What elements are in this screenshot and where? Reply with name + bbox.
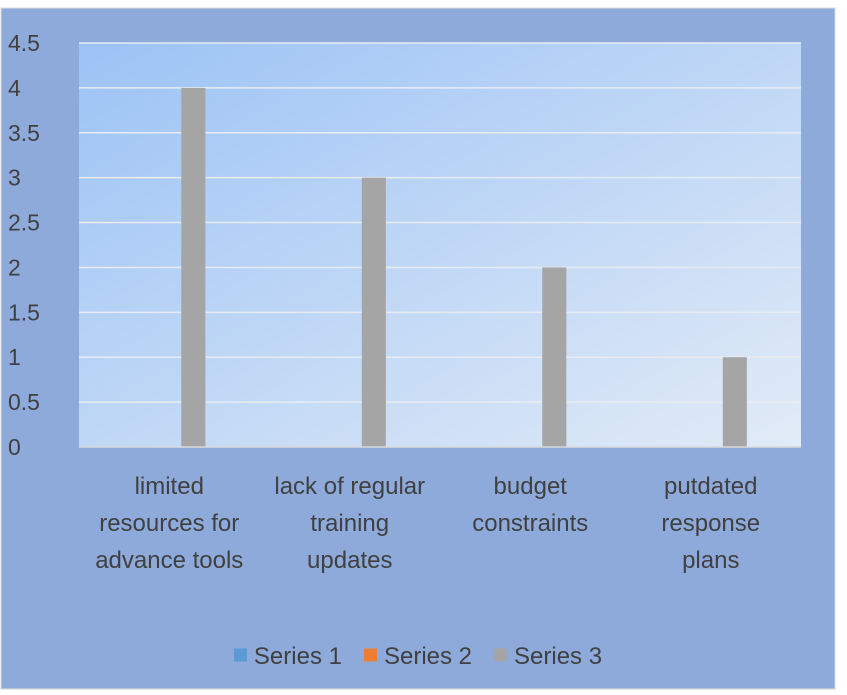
y-tick-label: 3.5 [8,120,40,146]
x-category-label-line: resources for [99,510,239,537]
x-category-label-line: advance tools [95,547,243,574]
x-category-label: lack of regular training updates [274,473,425,574]
y-tick-label: 0.5 [8,389,40,415]
x-category-label-line: training [310,510,389,537]
y-tick-label: 1.5 [8,299,40,325]
y-tick-label: 2 [8,254,21,280]
y-tick-label: 4.5 [8,30,40,56]
legend-item-series-3: Series 3 [494,643,602,670]
legend-label: Series 2 [384,643,472,670]
x-category-label: limited resources for advance tools [95,473,243,574]
legend-swatch [233,648,247,662]
x-category-label: putdated response plans [661,473,760,574]
bar-series3-cat1 [181,87,206,447]
x-category-label-line: putdated [664,473,757,500]
y-tick-label: 4 [8,75,21,101]
bars [181,87,747,447]
x-category-label-line: budget [494,473,568,500]
x-category-label-line: updates [307,547,392,574]
y-tick-label: 2.5 [8,210,40,236]
y-tick-label: 1 [8,344,21,370]
legend-label: Series 1 [254,643,342,670]
legend: Series 1 Series 2 Series 3 [233,643,602,670]
legend-swatch [494,648,508,662]
legend-item-series-2: Series 2 [363,643,472,670]
x-category-label: budget constraints [472,473,588,537]
bar-series3-cat4 [722,357,747,447]
bar-series3-cat3 [542,267,567,447]
x-category-label-line: lack of regular [274,473,425,500]
y-tick-label: 0 [8,434,21,460]
x-category-label-line: response [661,510,760,537]
legend-item-series-1: Series 1 [233,643,342,670]
bar-series3-cat2 [361,177,386,447]
legend-label: Series 3 [514,643,602,670]
x-category-label-line: plans [682,547,739,574]
y-tick-label: 3 [8,165,21,191]
x-axis-category-labels: limited resources for advance tools lack of… [95,473,760,574]
x-category-label-line: constraints [472,510,588,537]
y-axis-tick-labels: 0 0.5 1 1.5 2 2.5 3 3.5 4 4.5 [8,30,40,460]
x-category-label-line: limited [135,473,204,500]
legend-swatch [363,648,377,662]
